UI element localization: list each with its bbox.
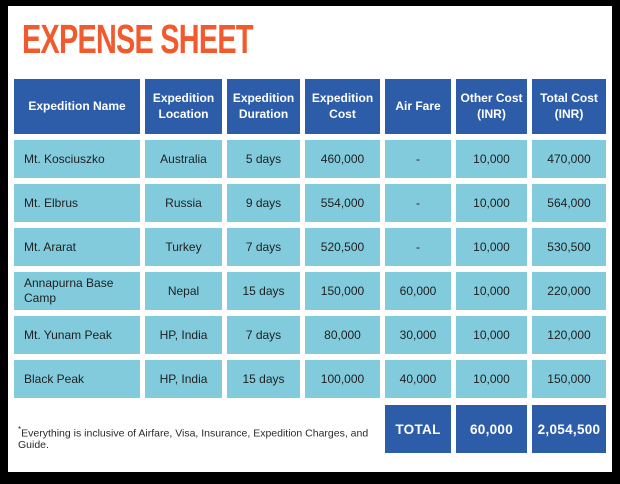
column-header: Expedition Name <box>14 79 140 134</box>
table-cell: Turkey <box>145 228 222 266</box>
table-row: Mt. Kosciuszko Australia 5 days 460,000-10,… <box>14 140 606 178</box>
table-cell: 10,000 <box>456 272 527 310</box>
table-cell: 40,000 <box>385 360 451 398</box>
table-cell: 460,000 <box>305 140 380 178</box>
table-cell: 564,000 <box>532 184 606 222</box>
table-cell: 10,000 <box>456 316 527 354</box>
table-cell: 7 days <box>227 316 300 354</box>
table-cell: 120,000 <box>532 316 606 354</box>
table-row: Mt. Elbrus Russia 9 days 554,000-10,000 564,… <box>14 184 606 222</box>
table-cell: HP, India <box>145 316 222 354</box>
table-row: Mt. Yunam Peak HP, India 7 days 80,000 30,00… <box>14 316 606 354</box>
table-row: Mt. Ararat Turkey 7 days 520,500-10,000 530,… <box>14 228 606 266</box>
table-cell: 150,000 <box>305 272 380 310</box>
footnote-text: Everything is inclusive of Airfare, Visa… <box>18 427 369 451</box>
table-cell: 520,500 <box>305 228 380 266</box>
total-cost-cell: 2,054,500 <box>532 405 606 453</box>
table-row: Black Peak HP, India 15 days 100,000 40,000 1… <box>14 360 606 398</box>
table-cell: 60,000 <box>385 272 451 310</box>
table-cell: 5 days <box>227 140 300 178</box>
column-header: Air Fare <box>385 79 451 134</box>
table-cell: 470,000 <box>532 140 606 178</box>
table-row: Annapurna Base Camp Nepal 15 days 150,000 60… <box>14 272 606 310</box>
table-cell: - <box>385 184 451 222</box>
column-header: Other Cost (INR) <box>456 79 527 134</box>
table-cell: 7 days <box>227 228 300 266</box>
column-header: Expedition Cost <box>305 79 380 134</box>
table-cell: Mt. Ararat <box>14 228 140 266</box>
table-cell: Mt. Yunam Peak <box>14 316 140 354</box>
table-cell: 15 days <box>227 272 300 310</box>
table-cell: 10,000 <box>456 228 527 266</box>
total-other-cost-cell: 60,000 <box>456 405 527 453</box>
table-cell: Mt. Elbrus <box>14 184 140 222</box>
table-cell: 10,000 <box>456 140 527 178</box>
footnote: *Everything is inclusive of Airfare, Vis… <box>18 425 380 452</box>
table-cell: 10,000 <box>456 360 527 398</box>
table-cell: HP, India <box>145 360 222 398</box>
expense-table: Expedition Name Expedition Location Expedi… <box>14 79 606 453</box>
table-cell: Australia <box>145 140 222 178</box>
table-cell: 9 days <box>227 184 300 222</box>
page-title: EXPENSE SHEET <box>22 17 253 63</box>
table-cell: Nepal <box>145 272 222 310</box>
footnote-asterisk: * <box>18 424 22 434</box>
table-cell: 554,000 <box>305 184 380 222</box>
table-body: Mt. Kosciuszko Australia 5 days 460,000-10,… <box>14 140 606 398</box>
table-cell: 220,000 <box>532 272 606 310</box>
column-header: Expedition Location <box>145 79 222 134</box>
table-cell: 80,000 <box>305 316 380 354</box>
table-cell: Russia <box>145 184 222 222</box>
table-cell: 30,000 <box>385 316 451 354</box>
table-cell: 10,000 <box>456 184 527 222</box>
total-label-cell: TOTAL <box>385 405 451 453</box>
table-cell: 530,500 <box>532 228 606 266</box>
table-cell: 150,000 <box>532 360 606 398</box>
table-cell: Mt. Kosciuszko <box>14 140 140 178</box>
table-cell: Black Peak <box>14 360 140 398</box>
table-cell: 15 days <box>227 360 300 398</box>
table-total-row: *Everything is inclusive of Airfare, Vis… <box>14 405 606 453</box>
table-cell: Annapurna Base Camp <box>14 272 140 310</box>
table-header-row: Expedition Name Expedition Location Expedi… <box>14 79 606 134</box>
table-cell: - <box>385 228 451 266</box>
column-header: Total Cost (INR) <box>532 79 606 134</box>
table-cell: - <box>385 140 451 178</box>
column-header: Expedition Duration <box>227 79 300 134</box>
table-cell: 100,000 <box>305 360 380 398</box>
